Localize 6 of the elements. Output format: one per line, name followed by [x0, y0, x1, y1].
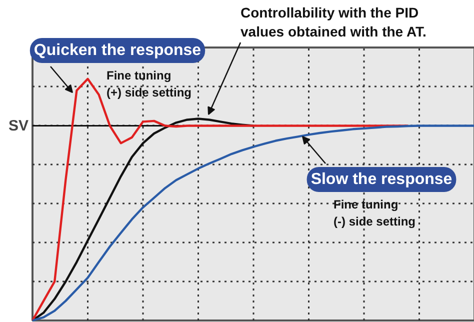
annotation: Fine tuning (+) side setting [106, 68, 192, 100]
annotation: Fine tuning (-) side setting [334, 198, 416, 228]
text: Controllability with the PID values obtained with the AT. [240, 4, 426, 40]
text: Quicken the response [34, 42, 202, 59]
annotation: Slow the response [310, 171, 452, 188]
ref-line-label: SV [8, 117, 29, 134]
